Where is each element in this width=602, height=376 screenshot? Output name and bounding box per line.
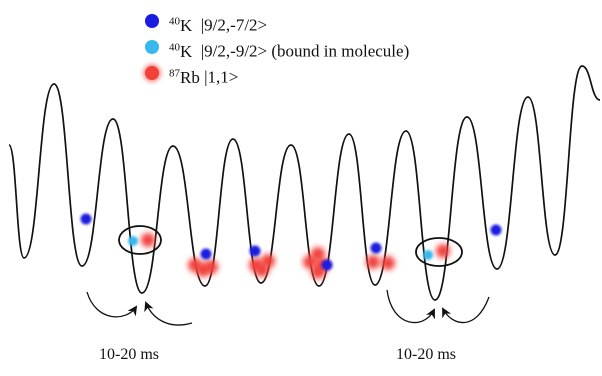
molecule-ring-left bbox=[118, 225, 162, 255]
k-bound-atom bbox=[128, 236, 138, 246]
arrow-left-outer bbox=[86, 291, 138, 318]
state-label: |1,1> bbox=[204, 67, 239, 87]
rb-atom bbox=[381, 256, 395, 270]
k-bound-swatch-icon bbox=[145, 40, 159, 54]
note-label: (bound in molecule) bbox=[271, 41, 410, 61]
species-label: 40K bbox=[169, 15, 193, 35]
rb-atom bbox=[436, 244, 450, 258]
legend-item-label: 40K |9/2,-9/2> (bound in molecule) bbox=[169, 34, 409, 65]
arrow-right-inner bbox=[442, 296, 490, 324]
k-unbound-atom bbox=[370, 242, 382, 254]
state-label: |9/2,-7/2> bbox=[200, 15, 268, 35]
lattice-potential-wave bbox=[8, 65, 601, 301]
atoms-layer bbox=[80, 213, 502, 279]
k-unbound-atom bbox=[249, 245, 261, 257]
rb-atom bbox=[196, 263, 210, 277]
timing-label-right: 10-20 ms bbox=[396, 346, 456, 363]
state-label: |9/2,-9/2> bbox=[200, 41, 268, 61]
rb-swatch-icon bbox=[145, 66, 159, 80]
k-unbound-atom bbox=[80, 213, 92, 225]
k-unbound-swatch-icon bbox=[145, 14, 159, 28]
k-unbound-atom bbox=[321, 259, 333, 271]
k-unbound-atom bbox=[200, 248, 212, 260]
rb-atom bbox=[366, 255, 380, 269]
k-bound-atom bbox=[423, 250, 433, 260]
rb-atom bbox=[303, 255, 317, 269]
tunneling-arrows bbox=[86, 289, 490, 326]
legend-item-label: 40K |9/2,-7/2> bbox=[169, 8, 267, 39]
k-unbound-atom bbox=[490, 224, 502, 236]
rb-atom bbox=[141, 233, 155, 247]
rb-atom bbox=[255, 263, 269, 277]
arrow-left-inner bbox=[144, 301, 193, 326]
legend-item-label: 87Rb |1,1> bbox=[169, 60, 238, 91]
timing-label-left: 10-20 ms bbox=[99, 346, 159, 363]
species-label: 87Rb bbox=[169, 67, 200, 87]
molecule-rings bbox=[118, 225, 463, 267]
species-label: 40K bbox=[169, 41, 193, 61]
rb-atom bbox=[311, 265, 325, 279]
molecule-ring-right bbox=[415, 237, 463, 267]
arrow-right-outer bbox=[386, 289, 435, 324]
